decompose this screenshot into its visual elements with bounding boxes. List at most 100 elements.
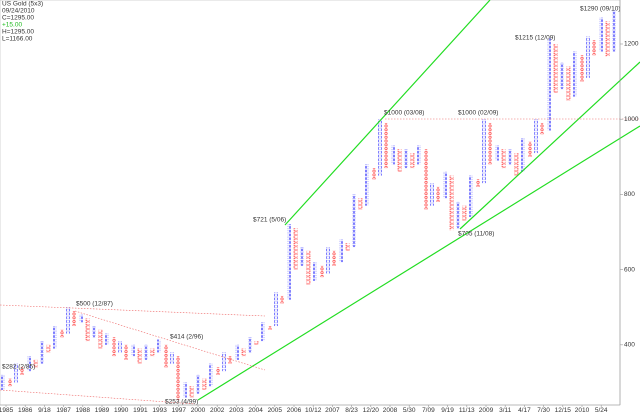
o-column (20, 367, 25, 375)
x-column (508, 149, 512, 165)
y-tick-label: 600 (624, 266, 635, 273)
x-tick-label: 1991 (133, 407, 148, 414)
o-column (436, 186, 441, 202)
x-column (612, 10, 616, 52)
o-column (111, 337, 116, 357)
o-column (228, 356, 233, 364)
o-column (475, 179, 480, 187)
x-column (586, 36, 590, 78)
x-column (261, 322, 265, 342)
o-column (553, 43, 558, 93)
x-column (456, 201, 460, 229)
x-column (222, 352, 226, 372)
x-column (53, 326, 57, 349)
x-column (313, 262, 317, 281)
o-column (280, 295, 285, 304)
x-tick-label: 2010 (575, 407, 590, 414)
info-line: C=1295.00 (2, 15, 34, 22)
x-tick-label: 11/13 (459, 407, 475, 414)
o-column (566, 66, 571, 101)
columns (1, 10, 616, 401)
x-column (235, 344, 239, 360)
x-tick-label: 1986 (18, 407, 33, 414)
annotation: $500 (12/87) (76, 301, 113, 308)
x-tick-label: 3/11 (499, 407, 512, 414)
x-column (599, 17, 603, 52)
x-column (157, 339, 161, 353)
x-tick-label: 12/15 (555, 407, 572, 414)
o-column (98, 329, 103, 349)
x-tick-label: 2003 (229, 407, 244, 414)
x-column (183, 382, 187, 398)
x-tick-label: 7/09 (422, 407, 435, 414)
info-line: 09/24/2010 (2, 8, 35, 15)
x-column (404, 149, 408, 169)
x-tick-label: 2005 (268, 407, 283, 414)
info-block: 09/24/2010C=1295.00+15.00H=1295.00L=1166… (2, 8, 35, 43)
x-column (1, 374, 5, 390)
annotation: $253 (4/99) (165, 399, 198, 406)
x-tick-label: 7/30 (537, 407, 550, 414)
o-column (514, 153, 519, 176)
o-column (527, 141, 532, 157)
annotation: $721 (5/06) (253, 217, 286, 224)
o-column (241, 348, 246, 357)
x-column (118, 341, 122, 353)
annotation: $705 (11/08) (458, 231, 494, 238)
chart-title: US Gold (5x3) (2, 1, 43, 8)
o-column (319, 265, 324, 278)
x-column (209, 363, 213, 387)
x-column (560, 62, 564, 90)
x-column (300, 247, 304, 266)
o-column (423, 149, 428, 210)
x-column (430, 183, 434, 206)
y-tick-label: 1200 (624, 41, 639, 48)
x-column (365, 164, 369, 206)
x-column (14, 363, 18, 383)
o-column (293, 228, 298, 270)
o-column (7, 378, 12, 387)
o-column (254, 341, 259, 345)
x-tick-label: 1987 (56, 407, 71, 414)
x-column (326, 247, 330, 274)
x-tick-label: 5/24 (595, 407, 608, 414)
x-tick-label: 2002 (210, 407, 225, 414)
x-tick-label: 2008 (383, 407, 398, 414)
x-tick-label: 1989 (95, 407, 110, 414)
o-column (59, 329, 64, 338)
x-column (547, 38, 551, 131)
info-line: L=1166.00 (2, 36, 33, 43)
trend-line (284, 0, 491, 226)
x-column (92, 326, 96, 338)
x-tick-label: 2004 (248, 407, 263, 414)
o-column (371, 168, 376, 180)
x-column (495, 145, 499, 161)
x-column (521, 138, 525, 172)
x-tick-label: 2007 (325, 407, 340, 414)
o-column (605, 21, 610, 57)
x-column (66, 307, 70, 334)
o-column (150, 348, 155, 357)
x-tick-label: 2000 (191, 407, 206, 414)
annotation: $414 (2/96) (170, 334, 203, 341)
x-tick-label: 2006 (287, 407, 302, 414)
resistance-line (0, 304, 266, 317)
y-tick-label: 800 (624, 191, 635, 198)
annotation: $1000 (02/09) (458, 110, 498, 117)
o-column (592, 40, 597, 56)
x-column (482, 119, 486, 184)
annotation: $1290 (09/10) (580, 6, 620, 13)
x-tick-label: 1993 (152, 407, 167, 414)
o-column (358, 198, 363, 210)
y-tick-label: 1000 (624, 116, 639, 123)
x-tick-label: 10/12 (305, 407, 322, 414)
o-column (332, 250, 337, 266)
annotation: $1000 (03/08) (384, 110, 424, 117)
o-column (397, 149, 402, 172)
x-column (391, 145, 395, 165)
x-tick-label: 1990 (114, 407, 129, 414)
x-column (248, 337, 252, 353)
x-column (131, 344, 135, 357)
x-column (196, 374, 200, 394)
